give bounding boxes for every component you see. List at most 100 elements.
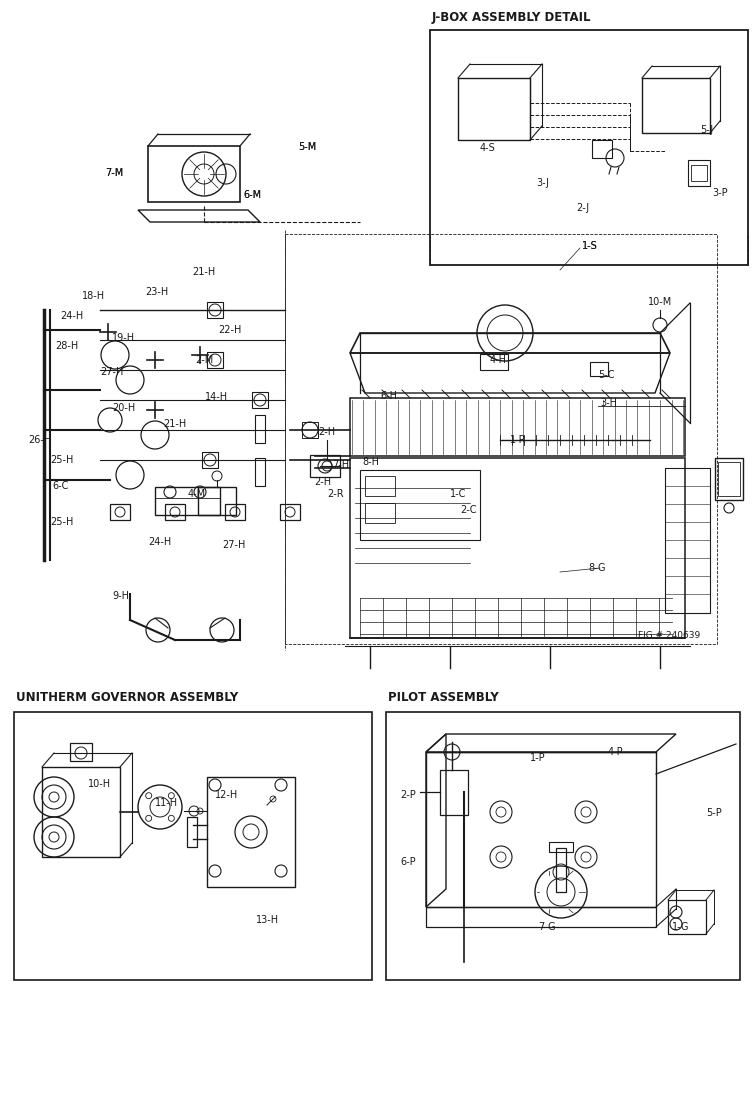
Text: 3-J: 3-J bbox=[536, 178, 549, 188]
Bar bbox=[255, 415, 265, 443]
Text: 27-H: 27-H bbox=[222, 540, 245, 550]
Text: 7-H: 7-H bbox=[332, 460, 349, 470]
Text: 4-S: 4-S bbox=[480, 143, 496, 153]
Text: 1-G: 1-G bbox=[672, 922, 690, 932]
Text: 24-H: 24-H bbox=[60, 311, 83, 321]
Bar bbox=[350, 458, 685, 638]
Text: 20-H: 20-H bbox=[112, 403, 135, 412]
Text: 5-M: 5-M bbox=[298, 142, 317, 152]
Text: 19-H: 19-H bbox=[112, 333, 135, 343]
Text: 3-P: 3-P bbox=[712, 188, 728, 198]
Bar bbox=[365, 476, 395, 496]
Bar bbox=[42, 767, 120, 857]
Bar bbox=[426, 752, 656, 908]
Text: 22-H: 22-H bbox=[218, 324, 241, 336]
Text: 4-P: 4-P bbox=[608, 747, 623, 757]
Bar bbox=[110, 504, 130, 520]
Text: 6-C: 6-C bbox=[52, 481, 68, 491]
Text: 2-H: 2-H bbox=[314, 477, 331, 487]
Bar bbox=[207, 302, 223, 318]
Bar bbox=[198, 487, 236, 515]
Bar bbox=[207, 777, 295, 887]
Text: 18-H: 18-H bbox=[82, 292, 105, 301]
Text: J-BOX ASSEMBLY DETAIL: J-BOX ASSEMBLY DETAIL bbox=[432, 11, 592, 24]
Bar bbox=[202, 452, 218, 468]
Bar bbox=[668, 900, 706, 934]
Bar bbox=[280, 504, 300, 520]
Text: 5-C: 5-C bbox=[598, 370, 614, 379]
Text: 5-M: 5-M bbox=[298, 142, 317, 152]
Text: 27-H: 27-H bbox=[100, 367, 123, 377]
Text: 2-R: 2-R bbox=[327, 490, 344, 499]
Text: 26-H: 26-H bbox=[28, 434, 51, 446]
Text: 12-H: 12-H bbox=[215, 790, 238, 800]
Bar bbox=[225, 504, 245, 520]
Text: 2-C: 2-C bbox=[460, 505, 477, 515]
Bar bbox=[688, 160, 710, 186]
Text: 10-H: 10-H bbox=[88, 779, 111, 789]
Bar bbox=[386, 712, 740, 980]
Bar bbox=[148, 146, 240, 202]
Text: 6-M: 6-M bbox=[243, 190, 261, 200]
Text: 21-H: 21-H bbox=[192, 267, 215, 277]
Bar bbox=[556, 848, 566, 892]
Bar bbox=[440, 770, 468, 815]
Bar bbox=[155, 487, 220, 515]
Text: 5-J: 5-J bbox=[700, 125, 713, 135]
Text: 4-M: 4-M bbox=[188, 490, 206, 499]
Text: 25-H: 25-H bbox=[50, 455, 74, 465]
Text: 8-H: 8-H bbox=[362, 456, 379, 468]
Text: 5-P: 5-P bbox=[706, 808, 722, 818]
Text: 7-G: 7-G bbox=[538, 922, 556, 932]
Text: 10-M: 10-M bbox=[648, 297, 672, 307]
Text: 3-H: 3-H bbox=[600, 398, 617, 408]
Bar bbox=[207, 352, 223, 368]
Bar bbox=[430, 30, 748, 265]
Bar bbox=[255, 458, 265, 486]
Text: 21-H: 21-H bbox=[163, 419, 186, 429]
Bar bbox=[642, 78, 710, 133]
Text: PILOT ASSEMBLY: PILOT ASSEMBLY bbox=[388, 691, 499, 704]
Bar bbox=[360, 470, 480, 540]
Text: 4-H: 4-H bbox=[490, 355, 507, 365]
Text: 8-G: 8-G bbox=[588, 563, 605, 573]
Bar bbox=[665, 468, 710, 613]
Bar bbox=[458, 78, 530, 140]
Bar bbox=[718, 462, 740, 496]
Bar bbox=[549, 842, 573, 852]
Text: 2-P: 2-P bbox=[400, 790, 416, 800]
Text: 6-P: 6-P bbox=[400, 857, 416, 867]
Text: 28-H: 28-H bbox=[55, 341, 78, 351]
Bar bbox=[302, 422, 318, 438]
Bar bbox=[187, 817, 197, 847]
Bar bbox=[310, 455, 340, 477]
Bar bbox=[252, 392, 268, 408]
Bar bbox=[365, 503, 395, 522]
Bar bbox=[715, 458, 743, 500]
Text: 1-S: 1-S bbox=[582, 241, 598, 251]
Text: 25-H: 25-H bbox=[50, 517, 74, 527]
Text: 6-M: 6-M bbox=[243, 190, 261, 200]
Bar bbox=[70, 742, 92, 761]
Text: 23-H: 23-H bbox=[145, 287, 168, 297]
Text: 1-S: 1-S bbox=[582, 241, 598, 251]
Text: 1-P: 1-P bbox=[530, 754, 546, 763]
Text: 2-M: 2-M bbox=[195, 355, 214, 365]
Text: 11-H: 11-H bbox=[155, 798, 178, 808]
Bar bbox=[691, 165, 707, 182]
Text: UNITHERM GOVERNOR ASSEMBLY: UNITHERM GOVERNOR ASSEMBLY bbox=[16, 691, 238, 704]
Text: 7-M: 7-M bbox=[105, 168, 123, 178]
Text: 13-H: 13-H bbox=[256, 915, 279, 925]
Text: FIG # 240639: FIG # 240639 bbox=[638, 631, 700, 640]
Text: 24-H: 24-H bbox=[148, 537, 171, 547]
Bar bbox=[14, 712, 372, 980]
Text: 14-H: 14-H bbox=[205, 392, 228, 402]
Text: 6-H: 6-H bbox=[380, 390, 397, 402]
Text: 1-R: 1-R bbox=[510, 434, 526, 446]
Bar bbox=[592, 140, 612, 158]
Bar bbox=[480, 354, 508, 370]
Text: 9-H: 9-H bbox=[112, 591, 129, 601]
Bar bbox=[590, 362, 608, 376]
Bar bbox=[165, 504, 185, 520]
Text: 2-J: 2-J bbox=[576, 204, 589, 213]
